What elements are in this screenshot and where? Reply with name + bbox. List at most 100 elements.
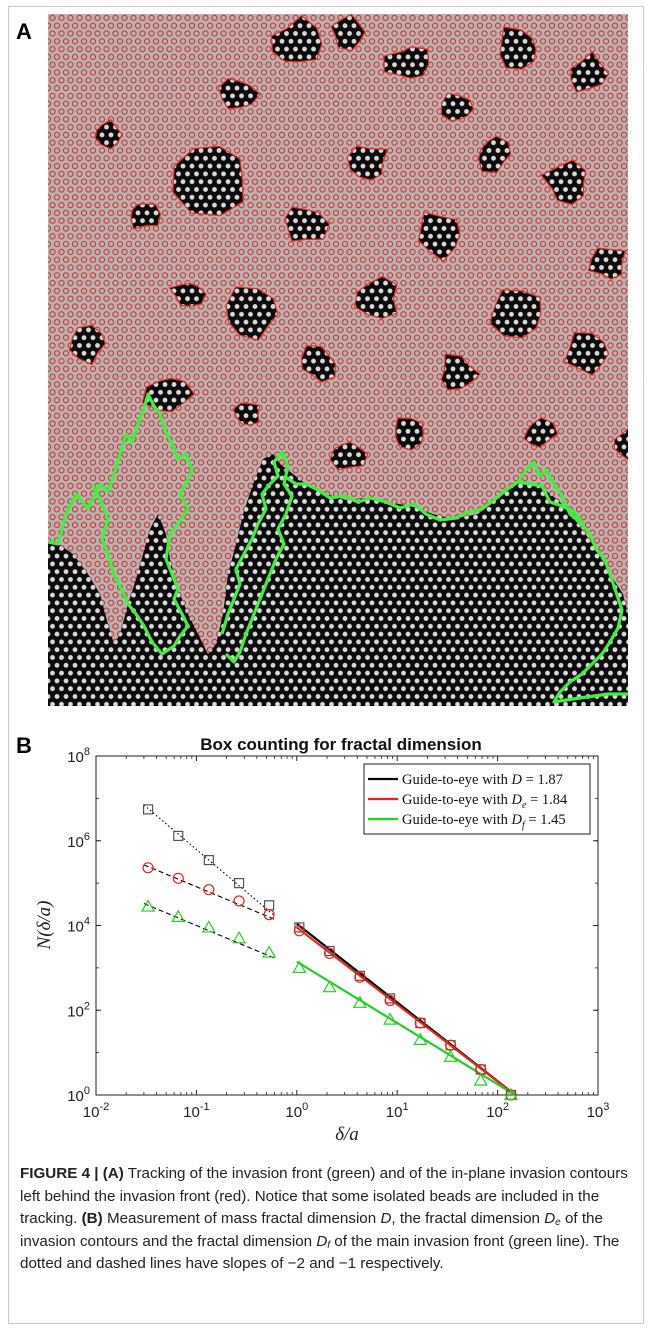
caption-symbol-df: D bbox=[316, 1232, 328, 1250]
square-marker bbox=[203, 854, 214, 866]
caption-symbol-d: D bbox=[380, 1210, 392, 1227]
legend-entry: Guide-to-eye with D = 1.87 bbox=[402, 772, 563, 788]
x-axis-label: δ/a bbox=[335, 1124, 359, 1145]
x-tick-label: 102 bbox=[486, 1101, 509, 1121]
x-tick-label: 101 bbox=[386, 1101, 409, 1121]
triangle-marker bbox=[503, 1087, 519, 1101]
legend-box bbox=[363, 763, 591, 835]
y-tick-label: 102 bbox=[67, 1000, 90, 1020]
uninvaded-cluster bbox=[440, 353, 482, 391]
caption-symbol-de: D bbox=[544, 1210, 556, 1227]
triangle-marker bbox=[322, 979, 337, 993]
invasion-front-middle bbox=[220, 450, 294, 664]
guide-line-dotted bbox=[143, 804, 275, 917]
caption-subscript-f: f bbox=[327, 1239, 331, 1251]
triangle-marker bbox=[171, 909, 186, 922]
panel-b-label: B bbox=[16, 733, 32, 758]
uninvaded-cluster bbox=[172, 145, 244, 217]
caption-a-label: (A) bbox=[102, 1165, 124, 1182]
uninvaded-cluster bbox=[540, 159, 587, 206]
uninvaded-cluster bbox=[217, 78, 261, 110]
uninvaded-cluster bbox=[489, 289, 542, 339]
square-marker bbox=[142, 804, 154, 815]
x-tick-label: 10-2 bbox=[83, 1101, 109, 1121]
x-tick-label: 100 bbox=[285, 1101, 308, 1121]
uninvaded-cluster bbox=[563, 332, 610, 377]
legend-entry: Guide-to-eye with Df = 1.45 bbox=[402, 812, 566, 831]
uninvaded-cluster bbox=[477, 135, 512, 174]
uninvaded-cluster bbox=[417, 211, 461, 262]
square-marker bbox=[294, 922, 305, 933]
caption-b-text-2: , the fractal dimension bbox=[391, 1210, 545, 1227]
triangle-marker bbox=[443, 1049, 458, 1062]
uninvaded-cluster bbox=[613, 428, 628, 461]
invasion-front-right bbox=[516, 460, 628, 704]
caption-a-text: Tracking of the invasion front (green) a… bbox=[20, 1165, 628, 1227]
uninvaded-cluster bbox=[130, 203, 162, 230]
uninvaded-cluster bbox=[346, 145, 389, 181]
uninvaded-cluster bbox=[383, 46, 430, 79]
y-tick-label: 106 bbox=[67, 831, 90, 851]
uninvaded-cluster bbox=[394, 417, 424, 451]
triangle-marker bbox=[141, 899, 156, 912]
axis-ticks: 10-2 10-1 100 101 102 103 100 102 104 106 108 bbox=[67, 746, 609, 1121]
circle-marker bbox=[384, 994, 396, 1007]
y-axis-label: N(δ/a) bbox=[34, 901, 55, 951]
caption-b-text-4: of the main invasion front (green line).… bbox=[20, 1232, 620, 1273]
triangle-marker bbox=[292, 960, 307, 973]
caption-figure-label: FIGURE 4 | bbox=[20, 1165, 99, 1182]
chart-title: Box counting for fractal dimension bbox=[200, 735, 481, 754]
circle-marker bbox=[233, 895, 245, 907]
legend: Guide-to-eye with D = 1.87 Guide-to-eye w… bbox=[363, 763, 591, 835]
circle-marker bbox=[203, 884, 215, 896]
triangle-marker bbox=[413, 1032, 428, 1045]
triangle-marker bbox=[383, 1012, 398, 1025]
uninvaded-cluster bbox=[94, 119, 123, 150]
x-tick-label: 103 bbox=[587, 1101, 610, 1121]
invasion-micrograph bbox=[48, 14, 628, 706]
uninvaded-cluster bbox=[330, 14, 366, 52]
triangle-marker bbox=[201, 920, 216, 933]
uninvaded-cluster bbox=[587, 247, 627, 280]
uninvaded-clusters bbox=[68, 14, 628, 471]
guide-line-solid bbox=[296, 960, 516, 1096]
circle-marker bbox=[263, 909, 275, 921]
triangle-marker bbox=[352, 995, 367, 1008]
y-tick-label: 104 bbox=[67, 916, 90, 936]
uninvaded-cluster bbox=[141, 377, 196, 413]
triangle-marker bbox=[262, 945, 277, 958]
uninvaded-cluster bbox=[300, 345, 337, 383]
triangle-marker bbox=[473, 1073, 488, 1086]
circle-marker bbox=[354, 971, 366, 983]
uninvaded-cluster bbox=[570, 50, 610, 93]
invasion-front-left bbox=[48, 392, 194, 656]
caption-b-text-3: of the invasion contours and the fractal… bbox=[20, 1210, 603, 1250]
x-tick-label: 10-1 bbox=[183, 1101, 209, 1121]
circle-marker bbox=[414, 1017, 426, 1029]
uninvaded-cluster bbox=[68, 324, 107, 366]
square-marker bbox=[233, 878, 245, 889]
uninvaded-cluster bbox=[523, 417, 559, 449]
uninvaded-cluster bbox=[329, 441, 369, 471]
panel-a-label: A bbox=[16, 19, 32, 44]
legend-entry: Guide-to-eye with De = 1.84 bbox=[402, 792, 568, 811]
uninvaded-cluster bbox=[225, 286, 279, 341]
circle-marker bbox=[172, 872, 184, 884]
data-markers bbox=[141, 804, 519, 1101]
y-tick-label: 100 bbox=[67, 1085, 90, 1105]
invasion-front-center bbox=[283, 474, 586, 526]
figure-frame bbox=[8, 6, 644, 1324]
y-tick-label: 108 bbox=[67, 746, 90, 766]
uninvaded-cluster bbox=[270, 14, 323, 63]
micrograph-svg bbox=[48, 14, 628, 706]
figure-caption: FIGURE 4 | (A) Tracking of the invasion … bbox=[20, 1163, 632, 1276]
caption-b-label: (B) bbox=[81, 1210, 103, 1227]
uninvaded-cluster bbox=[232, 402, 261, 426]
uninvaded-cluster bbox=[499, 26, 537, 70]
uninvaded-cluster bbox=[168, 282, 207, 307]
circle-marker bbox=[142, 862, 154, 874]
square-marker bbox=[173, 830, 184, 842]
circle-marker bbox=[293, 925, 305, 937]
uninvaded-cluster bbox=[284, 206, 331, 242]
caption-subscript-e: e bbox=[555, 1217, 561, 1228]
